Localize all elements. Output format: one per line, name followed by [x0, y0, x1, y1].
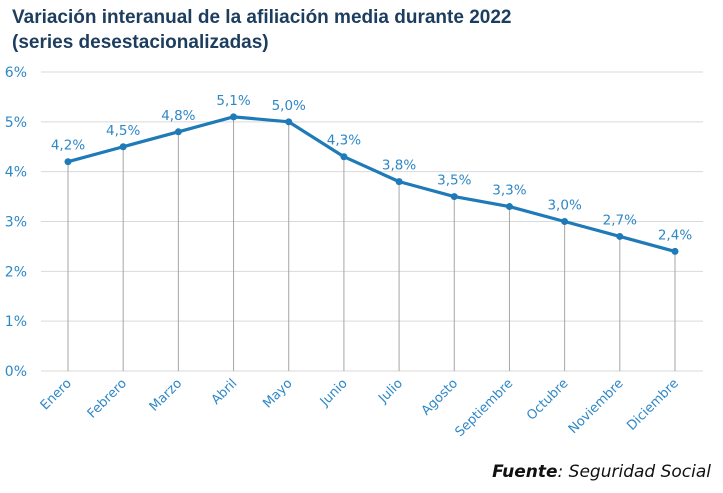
source-text: : Seguridad Social	[557, 462, 711, 482]
data-point	[561, 218, 569, 225]
data-point	[505, 203, 513, 211]
x-axis: Enero Febrero Marzo Abril Mayo Junio Julio Agos…	[38, 376, 682, 440]
data-point	[230, 113, 238, 121]
x-tick-label: Enero	[38, 376, 75, 413]
data-label: 3,8%	[382, 158, 416, 174]
data-point	[616, 232, 624, 240]
data-label: 2,4%	[658, 227, 692, 243]
chart-title-line2: (series desestacionalizadas)	[12, 32, 269, 53]
data-label: 2,7%	[603, 212, 637, 228]
y-tick-label: 0%	[5, 364, 27, 380]
x-tick-label: Agosto	[419, 376, 461, 418]
x-tick-label: Diciembre	[624, 376, 682, 434]
x-tick-label: Noviembre	[566, 376, 627, 437]
data-label: 5,0%	[272, 98, 306, 114]
data-label: 3,3%	[492, 183, 526, 199]
data-labels: 4,2% 4,5% 4,8% 5,1% 5,0% 4,3% 3,8% 3,5% 3,3% 3,0%…	[51, 93, 692, 244]
x-tick-label: Septiembre	[453, 376, 517, 440]
data-point	[285, 118, 293, 126]
x-tick-label: Febrero	[85, 376, 130, 421]
data-point	[395, 178, 403, 186]
drop-lines	[67, 116, 676, 371]
x-tick-label: Abril	[209, 376, 241, 408]
data-label: 4,5%	[106, 123, 140, 139]
y-tick-label: 5%	[5, 115, 27, 131]
y-tick-label: 3%	[5, 215, 27, 231]
source-note: Fuente: Seguridad Social	[492, 462, 711, 482]
y-axis: 0% 1% 2% 3% 4% 5% 6%	[5, 65, 27, 380]
data-label: 5,1%	[216, 93, 250, 109]
data-point	[671, 247, 679, 255]
data-points	[64, 113, 679, 255]
series-line	[66, 115, 677, 253]
x-tick-label: Junio	[317, 376, 351, 410]
x-tick-label: Marzo	[147, 376, 185, 414]
data-point	[119, 143, 127, 151]
data-point	[174, 128, 182, 136]
x-tick-label: Octubre	[524, 376, 571, 423]
y-tick-label: 1%	[5, 314, 27, 330]
x-tick-label: Julio	[375, 376, 406, 407]
chart-title-line1: Variación interanual de la afiliación me…	[12, 7, 512, 28]
data-point	[450, 193, 458, 201]
y-tick-label: 6%	[5, 65, 27, 81]
source-label: Fuente	[492, 462, 558, 482]
chart-title: Variación interanual de la afiliación me…	[12, 5, 511, 55]
x-tick-label: Mayo	[260, 376, 295, 411]
gridlines	[41, 71, 703, 372]
data-point	[64, 158, 72, 166]
y-tick-label: 4%	[5, 165, 27, 181]
data-label: 3,5%	[437, 173, 471, 189]
y-tick-label: 2%	[5, 264, 27, 280]
data-label: 3,0%	[547, 198, 581, 214]
data-label: 4,3%	[327, 133, 361, 149]
data-label: 4,2%	[51, 138, 85, 154]
data-point	[340, 153, 348, 161]
series-line-path	[66, 115, 677, 253]
data-label: 4,8%	[161, 108, 195, 124]
